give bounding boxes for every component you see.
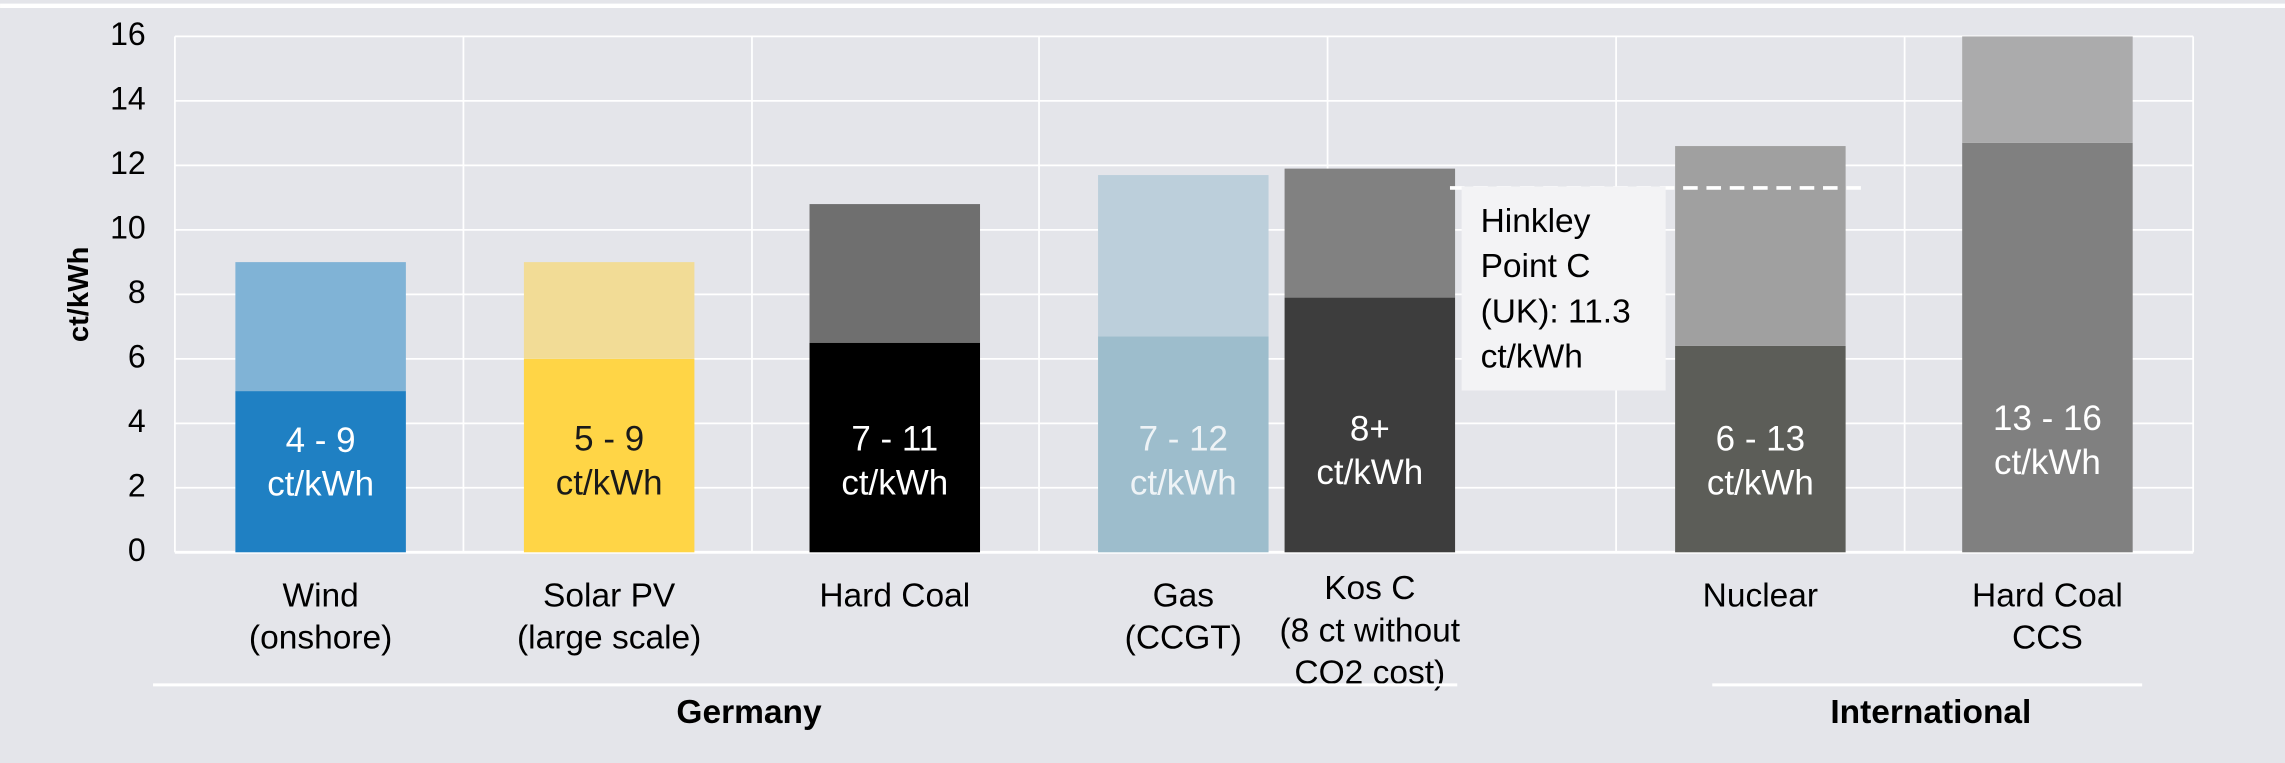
x-tick-label: Solar PV (large scale) — [517, 577, 701, 656]
annotation-text: Hinkley Point C (UK): 11.3 ct/kWh — [1481, 203, 1631, 376]
y-tick-label: 6 — [128, 338, 146, 374]
y-tick-label: 16 — [110, 16, 146, 52]
bar-segment — [1098, 336, 1269, 553]
y-tick-label: 0 — [128, 532, 146, 568]
bar-segment — [1098, 175, 1269, 337]
bar-segment — [523, 358, 695, 553]
bar-label: 13 - 16 ct/kWh — [1993, 399, 2102, 482]
bar-segment — [1675, 146, 1846, 346]
bar-segment — [1675, 345, 1846, 553]
bar-label: 4 - 9 ct/kWh — [267, 421, 374, 504]
x-tick-label: Wind (onshore) — [249, 577, 392, 656]
y-tick-label: 10 — [110, 209, 146, 245]
y-tick-label: 14 — [110, 80, 146, 116]
annotation-box — [1461, 186, 1666, 391]
bar-segment — [809, 342, 981, 553]
x-tick-label: Gas (CCGT) — [1125, 577, 1242, 656]
x-tick-label: Hard Coal — [819, 577, 970, 614]
bar-segment — [1962, 142, 2133, 553]
bar-label: 7 - 12 ct/kWh — [1130, 420, 1237, 503]
y-tick-label: 4 — [128, 403, 146, 439]
bar-segment — [1962, 36, 2133, 143]
x-tick-label: Hard Coal CCS — [1972, 577, 2123, 656]
bar-segment — [235, 391, 406, 553]
y-tick-label: 2 — [128, 467, 146, 503]
group-label: Germany — [676, 694, 822, 731]
bar-segment — [809, 204, 981, 343]
bar-segment — [1284, 297, 1456, 553]
y-tick-label: 8 — [128, 274, 146, 310]
bar-label: 8+ ct/kWh — [1316, 410, 1423, 493]
bar-segment — [235, 262, 406, 392]
y-tick-label: 12 — [110, 145, 146, 181]
bar-segment — [1284, 168, 1456, 298]
y-axis-title: ct/kWh — [63, 247, 95, 342]
bar-label: 5 - 9 ct/kWh — [556, 420, 663, 503]
bar-segment — [523, 262, 695, 359]
group-label: International — [1830, 694, 2031, 731]
x-tick-label: Nuclear — [1703, 577, 1818, 614]
bar-label: 7 - 11 ct/kWh — [841, 420, 948, 503]
bar-label: 6 - 13 ct/kWh — [1707, 420, 1814, 503]
